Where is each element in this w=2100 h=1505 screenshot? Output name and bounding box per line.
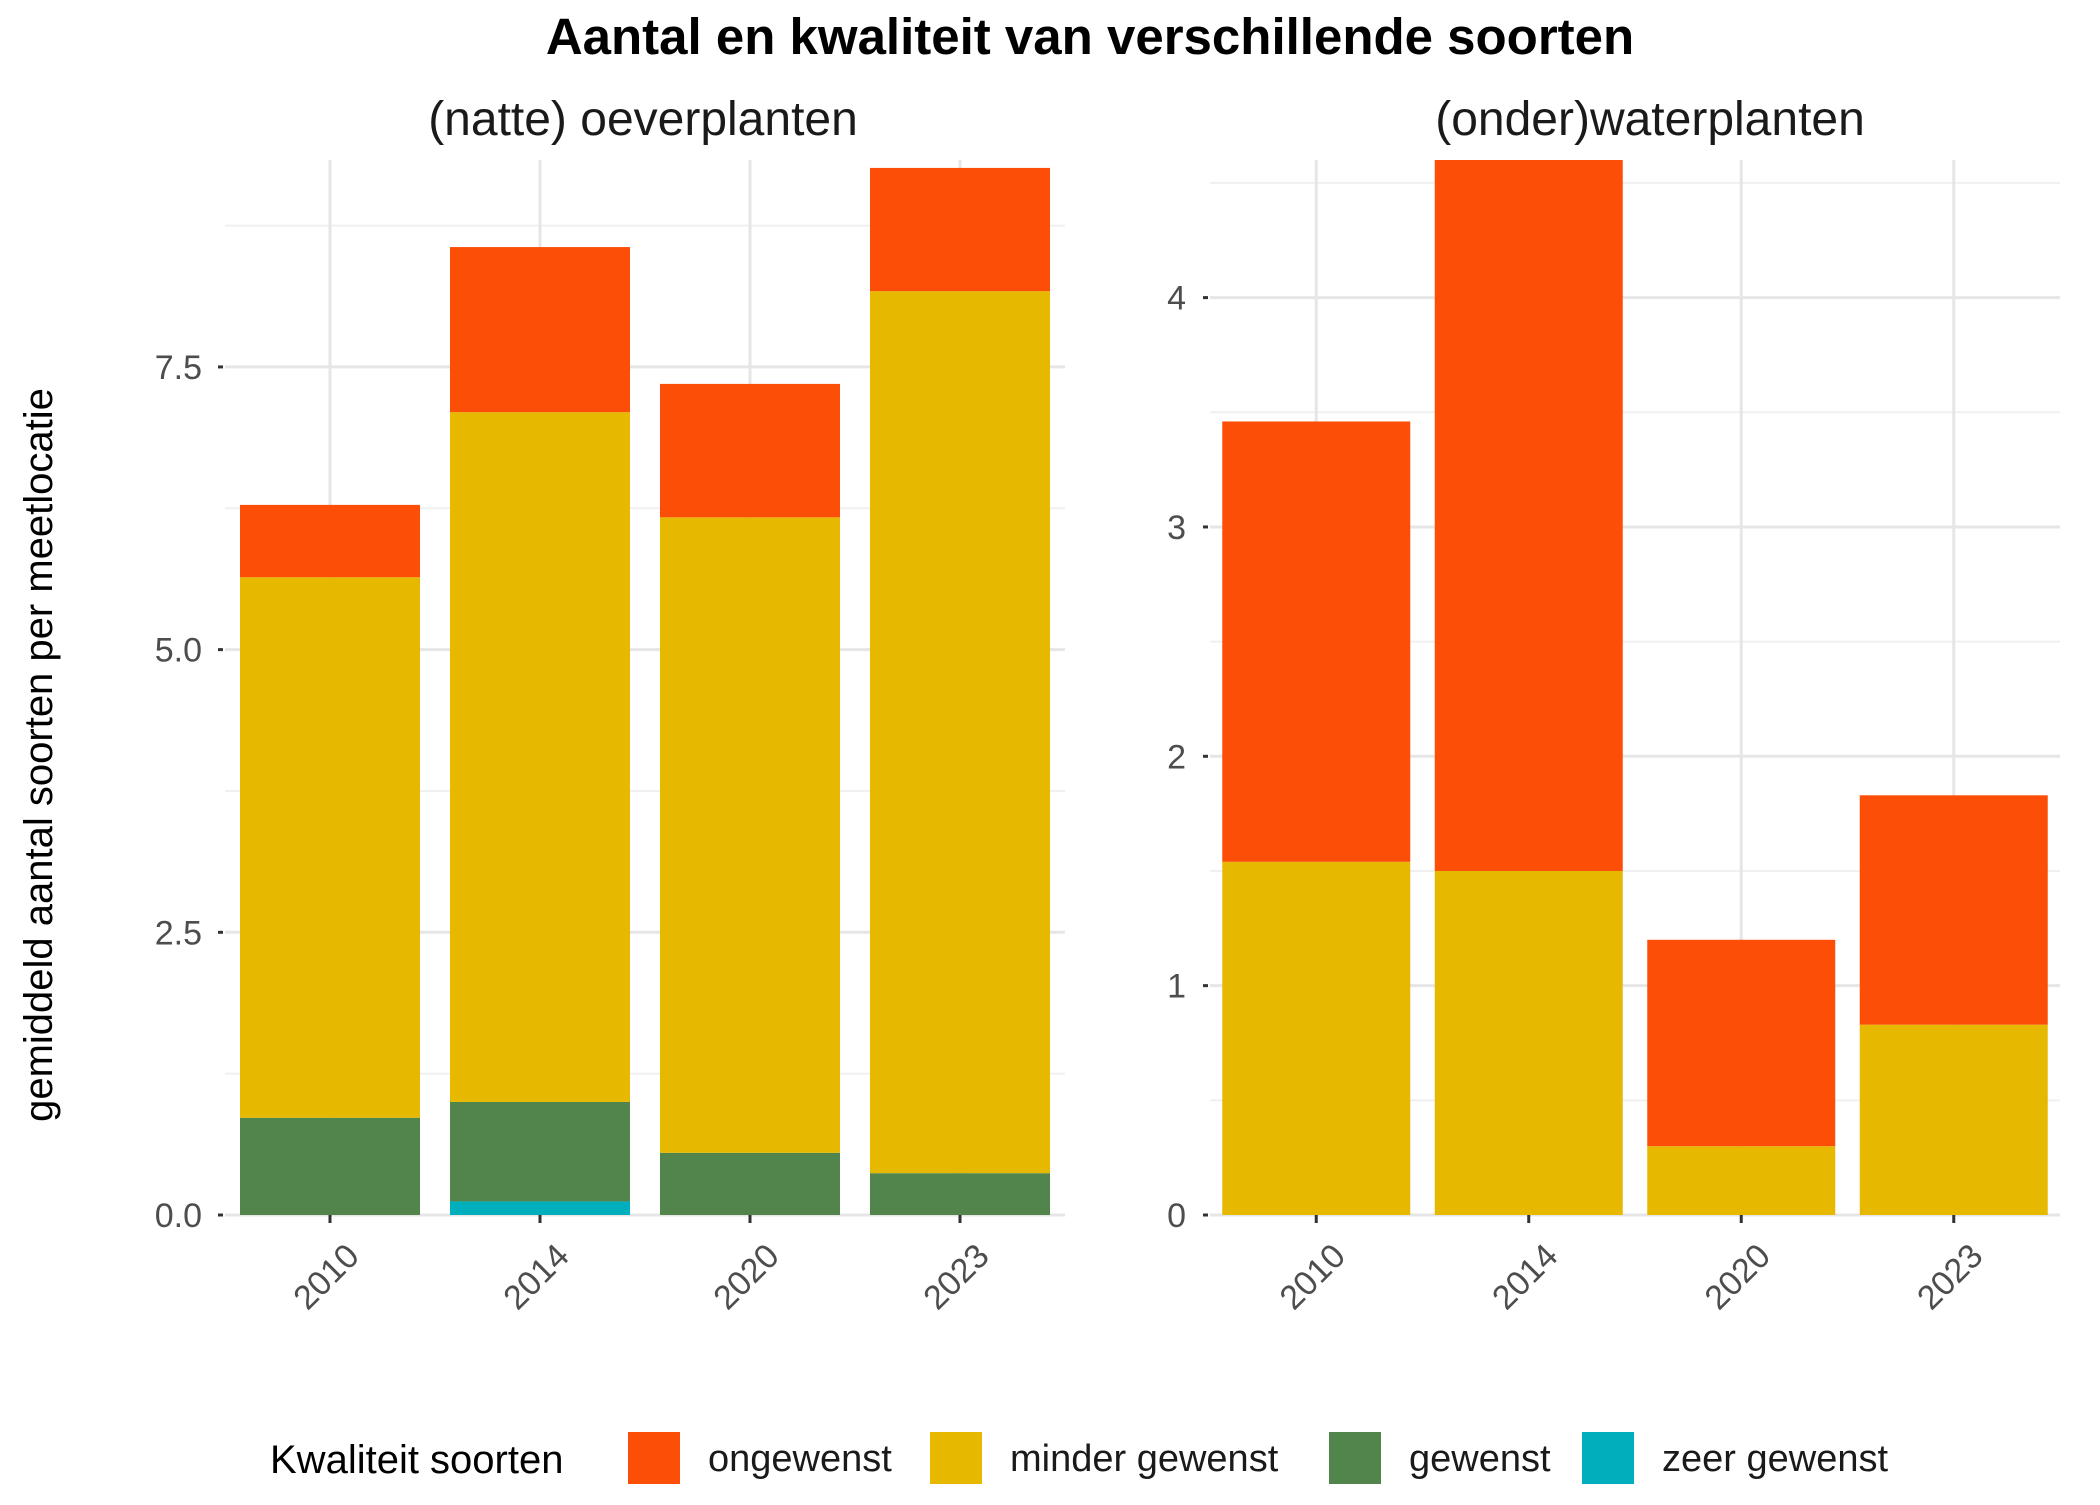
bar-segment-gewenst — [450, 1101, 630, 1202]
bar-segment-minder-gewenst — [1434, 870, 1623, 1215]
y-axis-label: gemiddeld aantal soorten per meetlocatie — [17, 388, 61, 1122]
y-tick-label: 4 — [1167, 280, 1186, 318]
bar-segment-gewenst — [870, 1173, 1050, 1215]
bar-segment-gewenst — [240, 1117, 420, 1215]
panel-2: (onder)waterplanten 0 1 2 3 4 2010 2014 2020 2023 — [1167, 93, 2060, 1317]
legend-label: ongewenst — [708, 1438, 892, 1480]
bar-segment-ongewenst — [240, 504, 420, 578]
x-tick-label: 2014 — [496, 1237, 576, 1317]
bar-segment-ongewenst — [1434, 160, 1623, 871]
panel-1: (natte) oeverplanten 0.0 2.5 5.0 7.5 2010 2014… — [155, 93, 1065, 1317]
legend-swatch — [1329, 1432, 1381, 1484]
panel-title: (natte) oeverplanten — [428, 93, 858, 146]
x-tick-label: 2023 — [1910, 1237, 1990, 1317]
y-tick-label: 2.5 — [155, 914, 202, 952]
bar-segment-minder-gewenst — [1647, 1146, 1836, 1215]
legend-swatch — [1582, 1432, 1634, 1484]
legend-label: minder gewenst — [1010, 1438, 1279, 1480]
y-tick-label: 5.0 — [155, 632, 202, 670]
x-tick-label: 2020 — [706, 1237, 786, 1317]
legend: Kwaliteit soorten ongewenst minder gewens… — [270, 1432, 1888, 1484]
legend-title: Kwaliteit soorten — [270, 1438, 563, 1482]
x-tick-label: 2010 — [1273, 1237, 1353, 1317]
bar-segment-minder-gewenst — [1859, 1024, 2048, 1215]
bar-segment-ongewenst — [660, 383, 840, 518]
legend-swatch — [628, 1432, 680, 1484]
y-tick-label: 2 — [1167, 738, 1186, 776]
bar-segment-ongewenst — [450, 247, 630, 413]
bar-segment-ongewenst — [1859, 795, 2048, 1025]
panel-title: (onder)waterplanten — [1435, 93, 1865, 146]
bar-segment-minder-gewenst — [870, 291, 1050, 1174]
bar-segment-gewenst — [660, 1152, 840, 1215]
y-tick-label: 3 — [1167, 509, 1186, 547]
bar-segment-minder-gewenst — [1222, 861, 1411, 1215]
legend-swatch — [930, 1432, 982, 1484]
bar-segment-ongewenst — [1647, 939, 1836, 1147]
legend-label: gewenst — [1409, 1438, 1551, 1480]
y-tick-label: 0 — [1167, 1197, 1186, 1235]
x-tick-label: 2023 — [916, 1237, 996, 1317]
bar-segment-minder-gewenst — [660, 517, 840, 1153]
bar-segment-zeer-gewenst — [450, 1201, 630, 1215]
y-tick-label: 7.5 — [155, 349, 202, 387]
bar-segment-minder-gewenst — [240, 577, 420, 1118]
bar-segment-minder-gewenst — [450, 412, 630, 1102]
x-tick-label: 2010 — [286, 1237, 366, 1317]
legend-label: zeer gewenst — [1662, 1438, 1888, 1480]
bar-segment-ongewenst — [870, 167, 1050, 292]
x-tick-label: 2014 — [1485, 1237, 1565, 1317]
y-tick-label: 0.0 — [155, 1197, 202, 1235]
x-tick-label: 2020 — [1698, 1237, 1778, 1317]
y-tick-label: 1 — [1167, 968, 1186, 1006]
chart-title: Aantal en kwaliteit van verschillende so… — [546, 8, 1634, 65]
bar-segment-ongewenst — [1222, 421, 1411, 862]
